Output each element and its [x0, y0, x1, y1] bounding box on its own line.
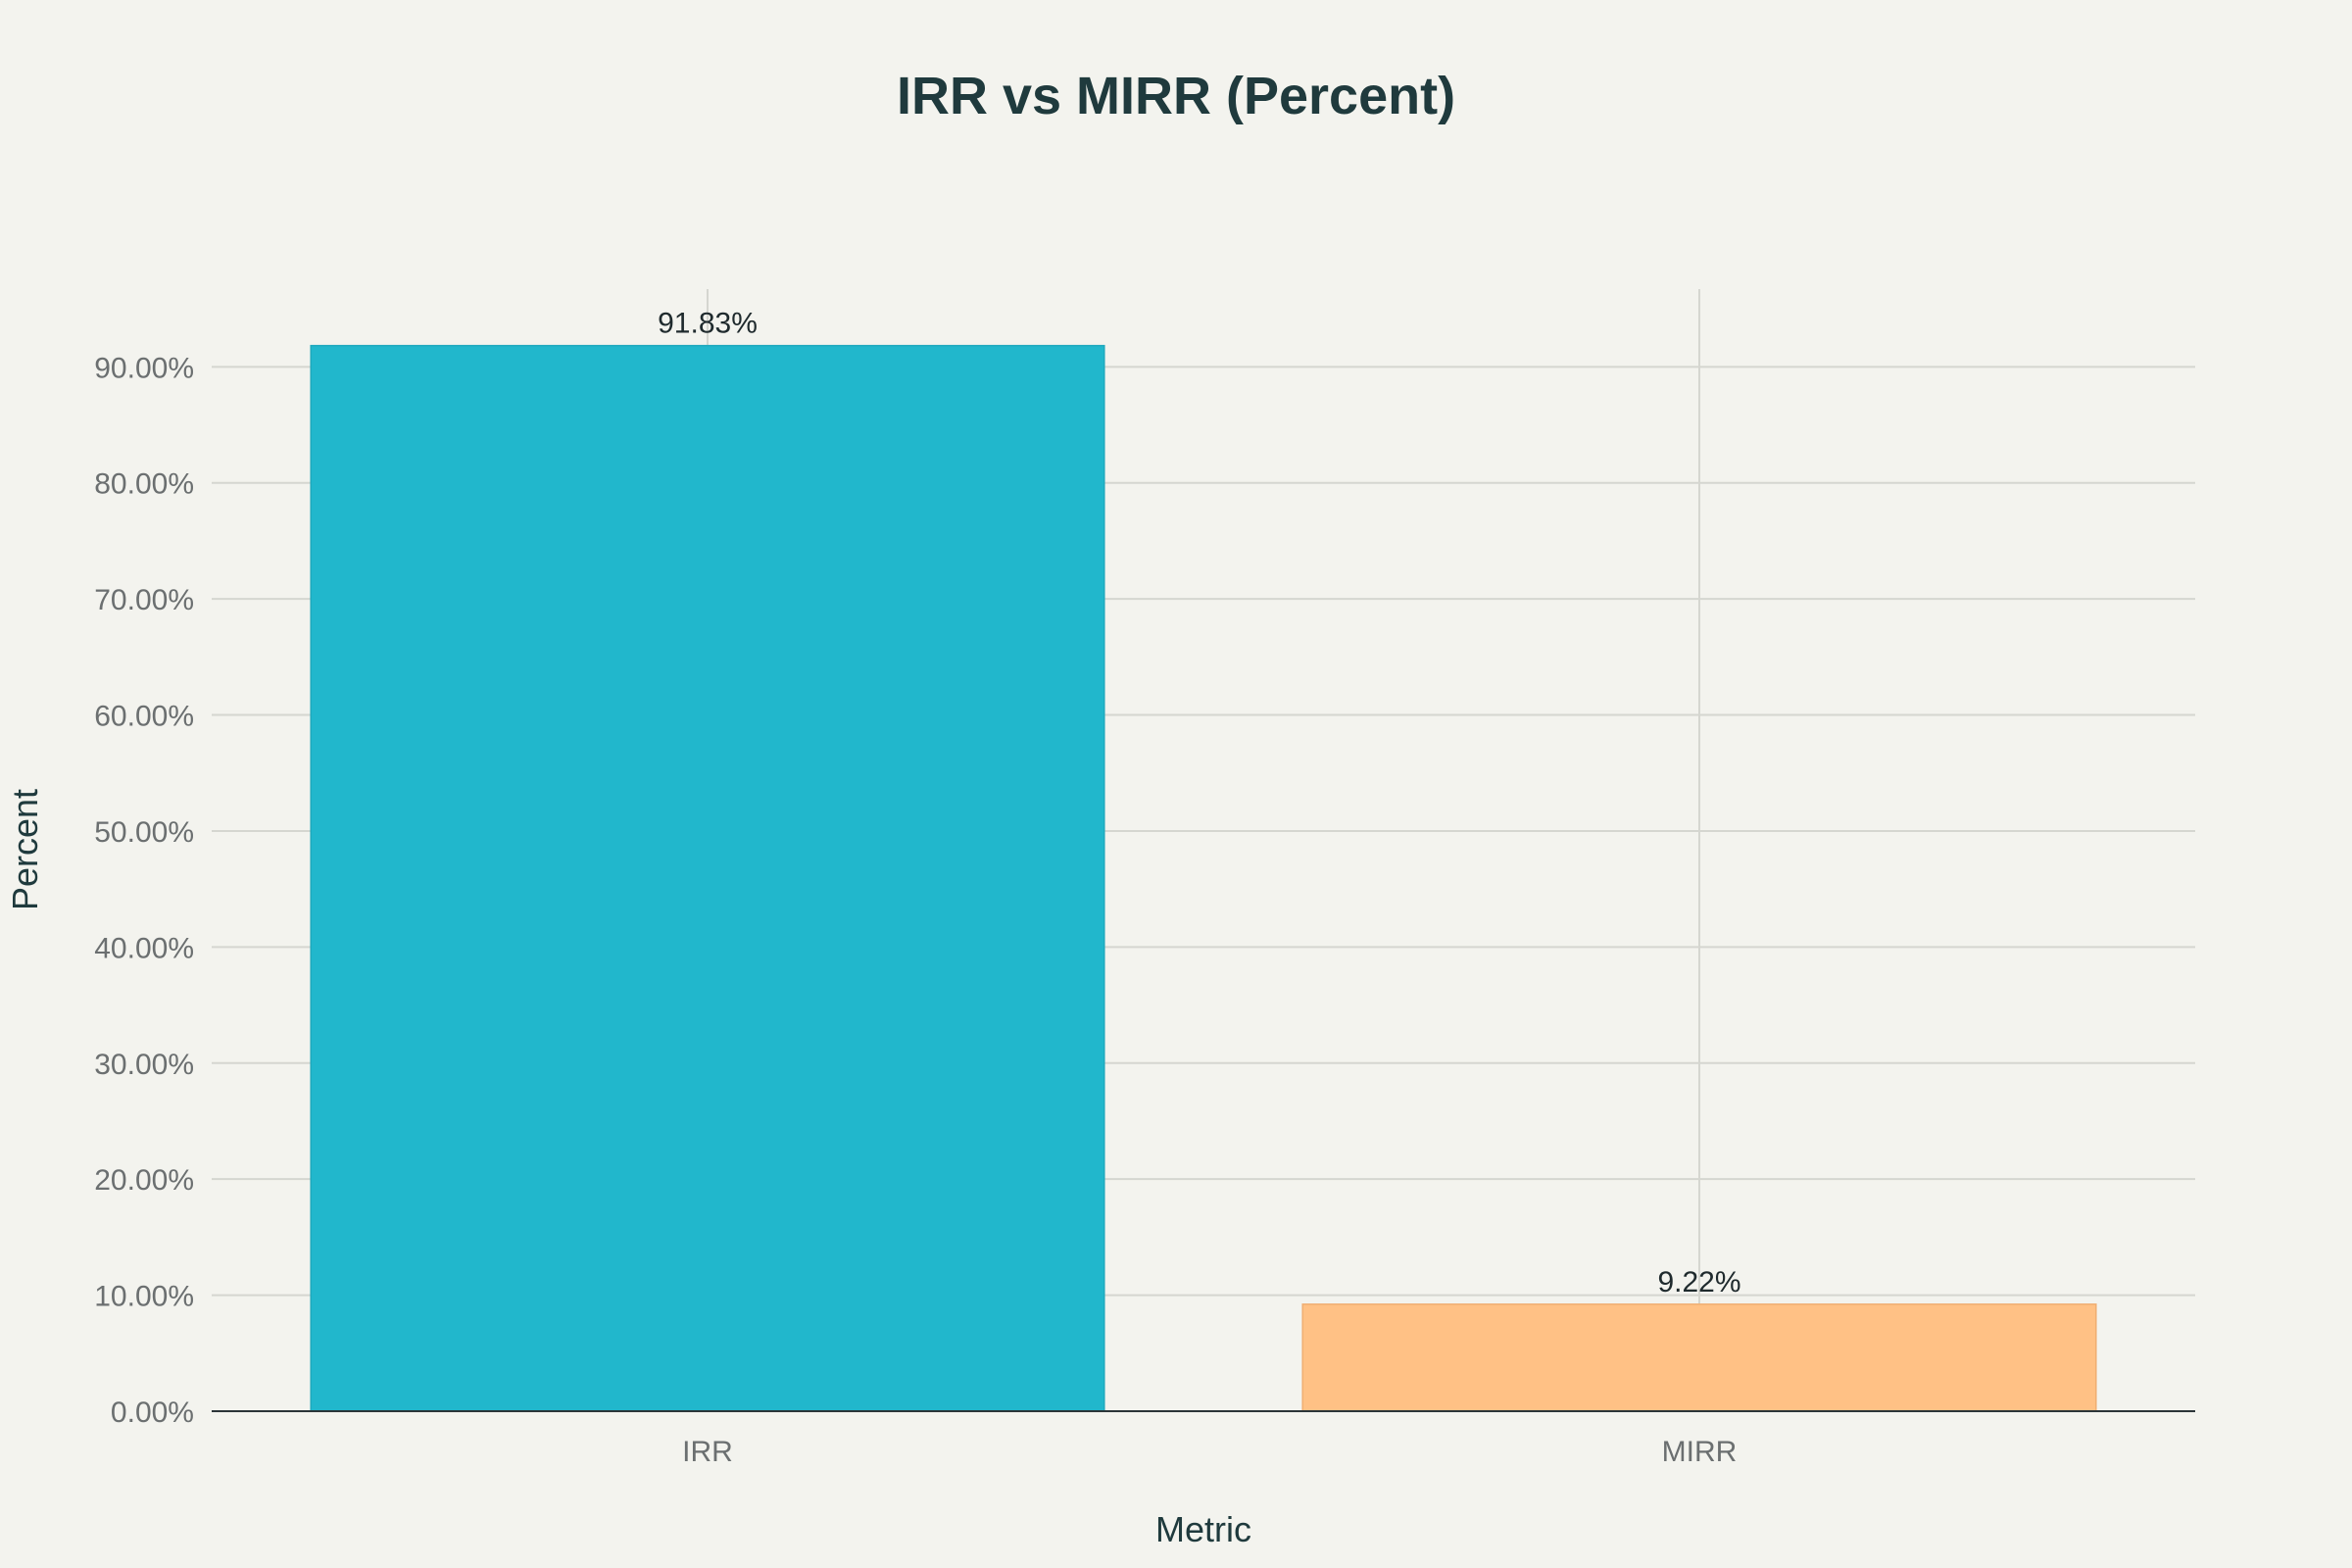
y-axis-title: Percent — [5, 789, 45, 910]
chart-title: IRR vs MIRR (Percent) — [897, 67, 1455, 125]
x-tick-label: IRR — [682, 1436, 733, 1468]
y-tick-label: 20.00% — [94, 1164, 194, 1197]
x-axis-title: Metric — [1155, 1509, 1251, 1549]
bar-irr[interactable] — [310, 344, 1105, 1412]
y-tick-label: 0.00% — [111, 1396, 194, 1429]
y-tick-label: 40.00% — [94, 932, 194, 964]
data-label-irr: 91.83% — [658, 308, 758, 340]
y-tick-label: 10.00% — [94, 1281, 194, 1313]
data-label-mirr: 9.22% — [1657, 1266, 1740, 1298]
y-tick-label: 50.00% — [94, 816, 194, 849]
y-tick-label: 30.00% — [94, 1049, 194, 1081]
bar-mirr[interactable] — [1301, 1303, 2097, 1412]
x-tick-label: MIRR — [1662, 1436, 1738, 1468]
y-tick-label: 60.00% — [94, 701, 194, 733]
y-tick-label: 70.00% — [94, 584, 194, 616]
bars — [310, 344, 2097, 1412]
labels: 0.00% 10.00% 20.00% 30.00% 40.00% 50.00% 60.00… — [94, 308, 1740, 1468]
y-tick-label: 90.00% — [94, 352, 194, 384]
y-tick-label: 80.00% — [94, 468, 194, 501]
